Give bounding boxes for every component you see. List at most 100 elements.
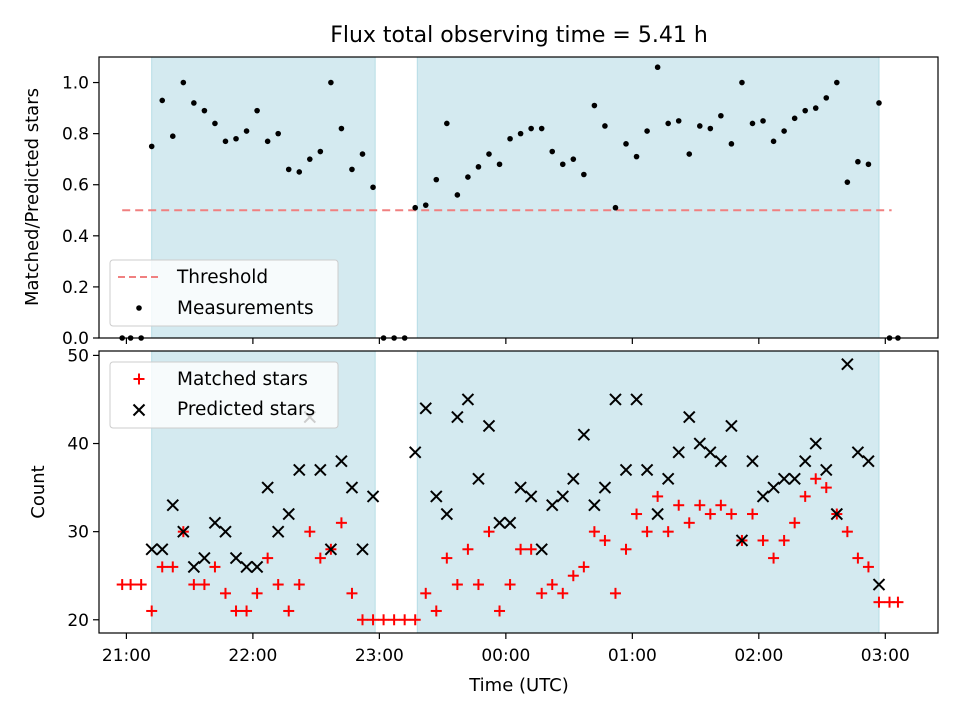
predicted-stars-point-53 (735, 534, 749, 547)
upper-legend: Threshold Measurements (109, 259, 339, 327)
y-tick-label-1-1: 30 (67, 523, 89, 543)
predicted-stars-point-40 (598, 481, 612, 494)
predicted-stars-point-27-b (461, 393, 475, 406)
predicted-stars-point-28-b (472, 472, 485, 485)
predicted-stars-legend-marker (132, 403, 146, 417)
matched-stars-point-2 (135, 579, 147, 591)
measurements-point-30 (433, 176, 440, 183)
measurements-point-60 (749, 120, 756, 127)
matched-stars-point-23 (357, 614, 369, 626)
predicted-stars-point-54-b (746, 454, 759, 468)
predicted-stars-point-32-b (514, 481, 527, 494)
matched-stars-point-54 (683, 517, 695, 529)
matched-stars-point-28 (409, 614, 421, 626)
matched-stars-point-27 (399, 614, 411, 626)
predicted-stars-point-43-b (630, 393, 643, 406)
matched-stars-point-45 (588, 526, 600, 538)
matched-stars-point-9 (209, 561, 221, 573)
matched-stars-point-32 (451, 579, 463, 591)
predicted-stars-point-37 (567, 472, 580, 485)
predicted-stars-point-5 (198, 551, 211, 565)
predicted-stars-point-52-b (725, 419, 738, 433)
predicted-stars-point-25 (440, 507, 454, 521)
predicted-stars-point-48 (683, 410, 696, 424)
predicted-stars-point-18 (335, 454, 348, 468)
predicted-stars-point-31-b (503, 516, 517, 530)
matched-stars-point-46 (599, 534, 611, 546)
matched-stars-point-49 (631, 508, 643, 520)
figure-title: Flux total observing time = 5.41 h (330, 23, 708, 48)
matched-stars-legend-marker (133, 373, 145, 385)
measurements-point-49 (633, 153, 640, 160)
matched-stars-point-53 (673, 499, 685, 511)
measurements-point-54 (686, 151, 693, 157)
predicted-stars-point-19 (345, 481, 359, 494)
measurements-point-36 (496, 161, 503, 168)
predicted-stars-point-3-b (177, 525, 190, 538)
predicted-stars-point-52 (725, 419, 738, 433)
predicted-stars-point-38 (577, 428, 591, 441)
observing-window-1 (416, 350, 880, 634)
measurements-point-69 (844, 179, 851, 185)
measurements-point-15 (275, 130, 281, 137)
matched-stars-point-43 (567, 570, 579, 582)
measurements-point-12 (243, 128, 250, 134)
matched-stars-point-37 (504, 579, 516, 591)
matched-stars-point-57 (715, 499, 727, 511)
predicted-stars-point-43 (630, 393, 643, 406)
predicted-stars-point-65-b (862, 454, 875, 468)
matched-stars-point-18 (304, 526, 316, 538)
y-tick-label-1-2: 40 (67, 435, 89, 455)
matched-stars-point-38 (515, 543, 527, 555)
matched-stars-point-40 (536, 587, 548, 599)
measurements-point-13 (254, 107, 260, 114)
y-tick-label-0-5: 1.0 (62, 74, 89, 94)
measurements-point-72 (876, 100, 882, 106)
predicted-stars-point-60-b (809, 437, 822, 450)
measurements-point-50 (644, 128, 650, 134)
predicted-stars-point-59-b (798, 454, 812, 468)
matched-stars-point-48 (620, 543, 632, 555)
matched-stars-point-44 (578, 561, 590, 573)
predicted-stars-point-35 (546, 499, 559, 512)
x-tick-label-0: 21:00 (102, 646, 151, 666)
matched-stars-point-10 (219, 587, 231, 599)
x-tick-label-1: 22:00 (228, 646, 277, 666)
measurements-legend-label: Measurements (177, 298, 314, 319)
predicted-stars-point-21-b (366, 490, 380, 503)
predicted-stars-point-2 (166, 499, 179, 512)
predicted-stars-point-1 (156, 543, 169, 556)
predicted-stars-point-51-b (714, 454, 728, 468)
measurements-point-42 (559, 161, 566, 168)
measurements-point-3 (148, 143, 155, 150)
matched-stars-point-5 (167, 561, 179, 573)
matched-stars-point-26 (388, 614, 400, 626)
measurements-point-51 (654, 64, 661, 71)
predicted-stars-point-19-b (345, 481, 359, 494)
predicted-stars-point-27 (461, 393, 475, 406)
predicted-stars-point-8 (229, 551, 243, 565)
axes-frame-0 (98, 56, 939, 339)
predicted-stars-point-46 (661, 472, 675, 485)
predicted-stars-point-0-b (145, 543, 158, 556)
measurements-point-14 (264, 138, 271, 145)
predicted-stars-point-63-b (841, 358, 854, 371)
matched-stars-point-21 (335, 517, 347, 529)
predicted-stars-legend-label: Predicted stars (177, 399, 315, 420)
predicted-stars-point-42-b (619, 463, 633, 477)
observing-window-1 (416, 56, 880, 339)
predicted-stars-point-34-b (535, 543, 548, 556)
predicted-stars-point-18-b (335, 454, 348, 468)
upper-legend-frame (109, 259, 339, 327)
predicted-stars-point-14-b (293, 463, 306, 477)
measurements-point-70 (855, 158, 861, 165)
matched-stars-point-74 (892, 596, 904, 608)
measurements-point-67 (823, 95, 830, 101)
measurements-point-24 (370, 184, 376, 191)
matched-stars-point-12 (241, 605, 253, 617)
predicted-stars-point-49-b (693, 437, 706, 450)
predicted-stars-point-61 (820, 463, 833, 477)
predicted-stars-legend-marker-b (132, 403, 146, 417)
predicted-stars-point-35-b (546, 499, 559, 512)
